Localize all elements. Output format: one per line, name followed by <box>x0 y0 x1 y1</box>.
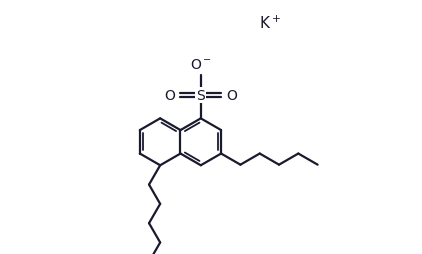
Text: O$^-$: O$^-$ <box>190 58 212 72</box>
Text: K$^+$: K$^+$ <box>259 14 281 31</box>
Text: O: O <box>226 89 237 102</box>
Text: S: S <box>196 89 205 102</box>
Text: O: O <box>165 89 176 102</box>
